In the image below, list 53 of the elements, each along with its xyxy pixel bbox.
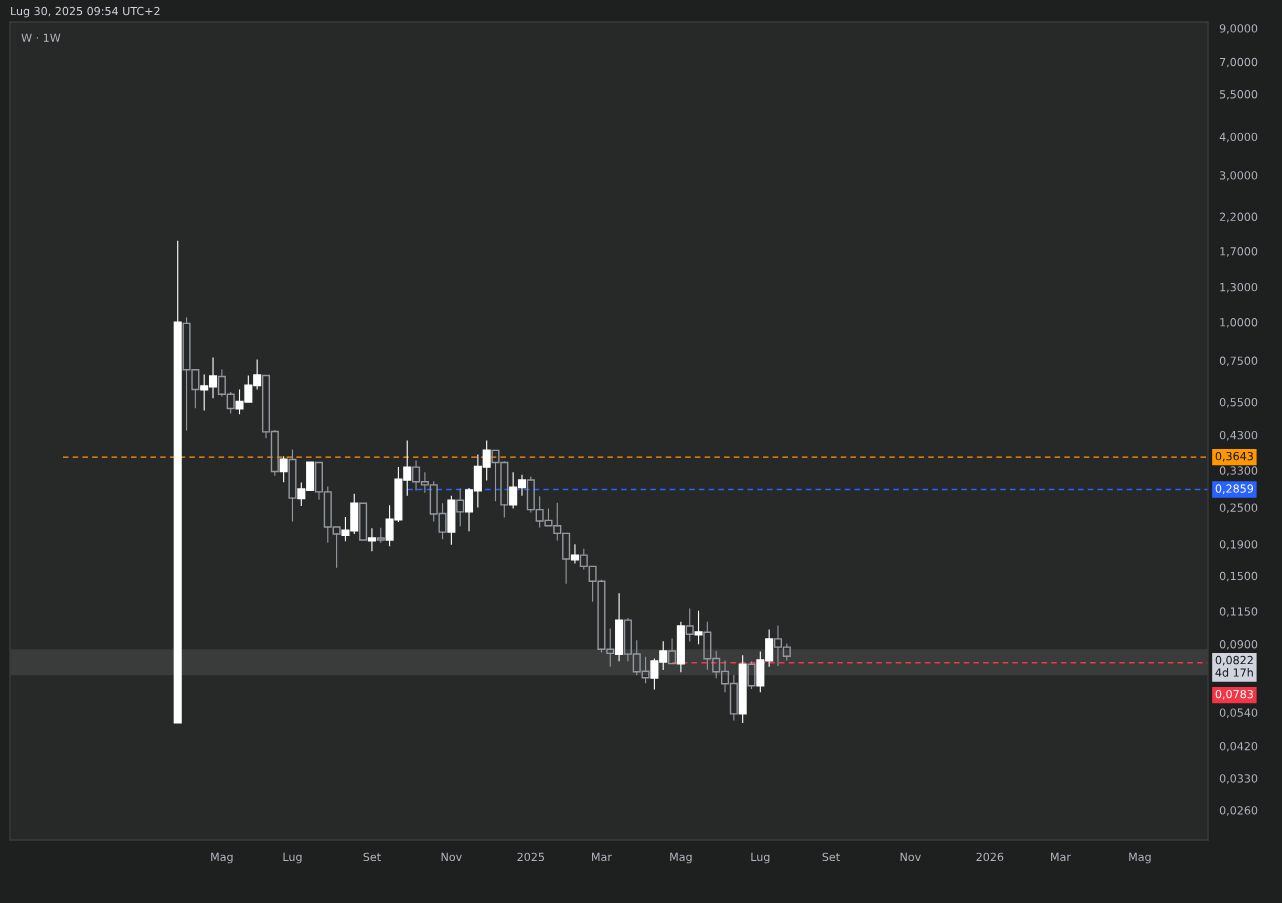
data-label: 0,0783	[1215, 689, 1253, 700]
candlestick	[615, 593, 624, 662]
x-tick-label: 2025	[517, 852, 544, 862]
y-tick-label: 0,2500	[1219, 503, 1258, 513]
candlestick	[288, 449, 297, 522]
y-tick-label: 0,1150	[1219, 607, 1258, 617]
data-label: 0,2859	[1215, 484, 1254, 494]
x-tick-label: Nov	[900, 852, 921, 862]
y-tick-label: 0,3300	[1219, 466, 1258, 476]
text: W · 1W	[21, 33, 61, 42]
x-tick-label: Mag	[670, 852, 692, 864]
y-tick-label: 0,4300	[1219, 430, 1258, 441]
chart-subtitle: Lug 30, 2025 09:54 UTC+2	[11, 6, 160, 18]
x-tick-label: Set	[363, 852, 381, 862]
candlestick	[676, 621, 685, 673]
y-tick-label: 5,5000	[1219, 90, 1258, 100]
y-tick-label: 4,0000	[1219, 132, 1258, 143]
candlestick	[694, 610, 703, 645]
y-tick-label: 0,0540	[1219, 708, 1258, 718]
y-tick-label: 0,0330	[1219, 774, 1258, 784]
candlestick	[570, 544, 579, 564]
x-tick-label: Mag	[1129, 852, 1151, 864]
y-tick-label: 1,7000	[1220, 247, 1258, 257]
y-tick-label: 9,0000	[1219, 24, 1258, 34]
candlestick	[173, 240, 182, 724]
data-label: 0,3643	[1215, 451, 1253, 462]
candlestick	[747, 661, 756, 690]
candlestick	[456, 488, 465, 527]
x-tick-label: Mag	[211, 852, 233, 864]
x-tick-label: Mar	[1051, 852, 1071, 862]
y-tick-label: 0,0260	[1219, 806, 1258, 816]
x-tick-label: 2026	[976, 852, 1004, 862]
candlestick	[359, 502, 368, 541]
candlestick	[668, 638, 677, 665]
y-tick-label: 1,0000	[1220, 318, 1258, 328]
y-tick-label: 1,3000	[1220, 282, 1258, 293]
x-tick-label: Nov	[441, 852, 462, 862]
y-tick-label: 0,0420	[1219, 742, 1258, 752]
y-tick-label: 0,1900	[1219, 540, 1258, 550]
x-tick-label: Lug	[751, 852, 770, 864]
y-tick-label: 3,0000	[1219, 171, 1258, 181]
y-tick-label: 0,1500	[1219, 571, 1258, 582]
candlestick	[685, 608, 694, 642]
text: 0,0822 4d 17h	[1215, 655, 1253, 677]
y-tick-label: 0,0900	[1219, 640, 1258, 650]
candlestick	[367, 528, 376, 552]
x-tick-label: Lug	[283, 852, 302, 864]
y-tick-label: 7,0000	[1220, 57, 1258, 68]
y-tick-label: 2,2000	[1219, 212, 1258, 223]
x-tick-label: Set	[822, 852, 840, 862]
y-tick-label: 0,7500	[1219, 356, 1258, 367]
y-tick-label: 0,5500	[1219, 398, 1258, 408]
x-tick-label: Mar	[592, 852, 612, 862]
